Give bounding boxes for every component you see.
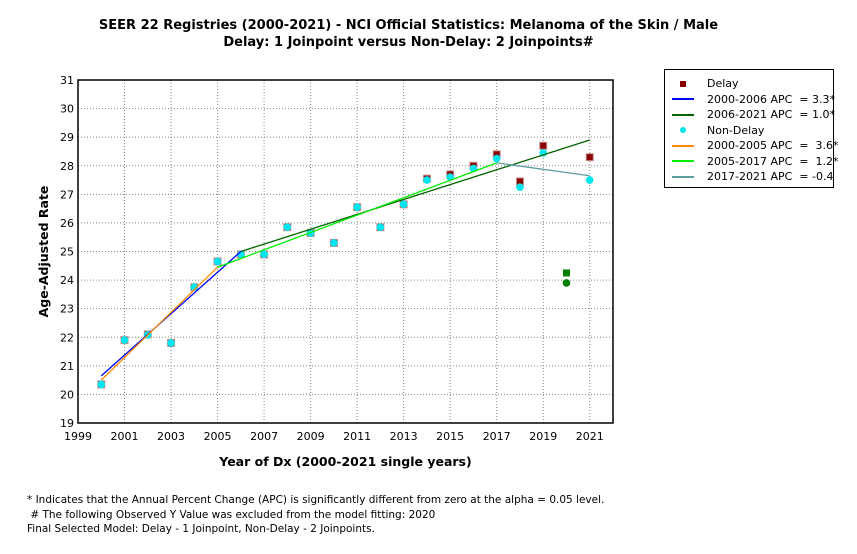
footnote-apc: * Indicates that the Annual Percent Chan… [27,494,605,506]
line-swatch-icon [665,160,701,162]
x-tick-label: 2003 [157,430,185,443]
x-tick-label: 2017 [483,430,511,443]
x-tick-label: 2005 [204,430,232,443]
legend-item: Delay [665,76,739,91]
data-point-non-delay [213,257,222,266]
x-tick-label: 2001 [111,430,139,443]
legend-label: 2000-2006 APC = 3.3* [707,92,835,106]
data-point-non-delay [167,339,175,347]
legend-label: 2017-2021 APC = -0.4 [707,170,834,183]
legend-label: 2000-2005 APC = 3.6* [707,139,839,152]
data-point-non-delay [399,200,408,209]
trend-line [217,162,497,268]
legend-label: 2005-2017 APC = 1.2* [707,154,839,168]
x-tick-label: 2015 [436,430,464,443]
legend-item: 2017-2021 APC = -0.4 [665,169,833,184]
legend-item: 2006-2021 APC = 1.0* [665,107,835,122]
legend-item: 2000-2006 APC = 3.3* [665,92,835,107]
x-tick-label: 2007 [250,430,278,443]
data-point-non-delay [423,176,431,184]
footnote-excluded: # The following Observed Y Value was exc… [27,509,436,521]
trend-line [240,139,590,253]
y-axis-label: Age-Adjusted Rate [36,186,51,318]
y-tick-label: 27 [60,188,74,201]
line-swatch-icon [665,175,701,178]
x-tick-label: 2019 [529,430,557,443]
legend-label: Delay [707,77,739,90]
y-tick-label: 30 [60,103,74,116]
trend-line [496,162,590,177]
data-point-non-delay [190,283,199,292]
y-tick-label: 19 [60,417,74,430]
legend-item: 2005-2017 APC = 1.2* [665,154,839,169]
data-point-non-delay [376,223,385,232]
y-tick-label: 20 [60,388,74,401]
chart-subtitle: Delay: 1 Joinpoint versus Non-Delay: 2 J… [223,35,594,50]
x-axis-label: Year of Dx (2000-2021 single years) [218,454,471,469]
x-tick-label: 2013 [390,430,418,443]
x-tick-label: 2011 [343,430,371,443]
plot-border [77,79,614,424]
excluded-point [562,279,571,287]
data-point-non-delay [585,176,594,184]
data-point-non-delay [120,336,129,344]
chart-legend: Delay 2000-2006 APC = 3.3* 2006-2021 APC =… [664,69,839,188]
line-swatch-icon [665,113,701,116]
y-tick-label: 28 [60,160,74,173]
y-tick-label: 24 [60,274,74,287]
square-marker-icon [665,80,701,87]
y-tick-label: 25 [60,246,74,259]
x-tick-label: 2021 [576,430,604,443]
y-tick-label: 22 [60,331,74,344]
data-point-non-delay [492,154,501,163]
data-point-non-delay [330,239,338,247]
data-point-non-delay [353,203,361,211]
footnote-model: Final Selected Model: Delay - 1 Joinpoin… [27,523,375,535]
data-point-delay [585,153,594,162]
y-tick-label: 31 [60,74,74,87]
legend-item: Non-Delay [665,123,764,138]
data-point-non-delay [283,223,292,232]
legend-label: Non-Delay [707,123,765,137]
circle-marker-icon [665,127,701,133]
data-point-delay [539,141,548,150]
legend-item: 2000-2005 APC = 3.6* [665,138,839,153]
chart-title: SEER 22 Registries (2000-2021) - NCI Off… [98,18,719,33]
x-tick-label: 2009 [297,430,325,443]
line-swatch-icon [665,144,701,147]
data-point-non-delay [97,380,106,389]
y-tick-label: 23 [60,303,74,316]
line-swatch-icon [665,98,701,100]
excluded-point [562,269,570,277]
trend-line [100,251,242,377]
x-tick-label: 1999 [64,430,92,443]
data-point-non-delay [516,183,524,191]
y-tick-label: 26 [60,217,74,230]
y-tick-label: 29 [60,131,74,144]
data-point-non-delay [260,250,268,259]
trend-line [100,266,219,381]
y-tick-label: 21 [60,360,74,373]
legend-label: 2006-2021 APC = 1.0* [707,108,835,121]
